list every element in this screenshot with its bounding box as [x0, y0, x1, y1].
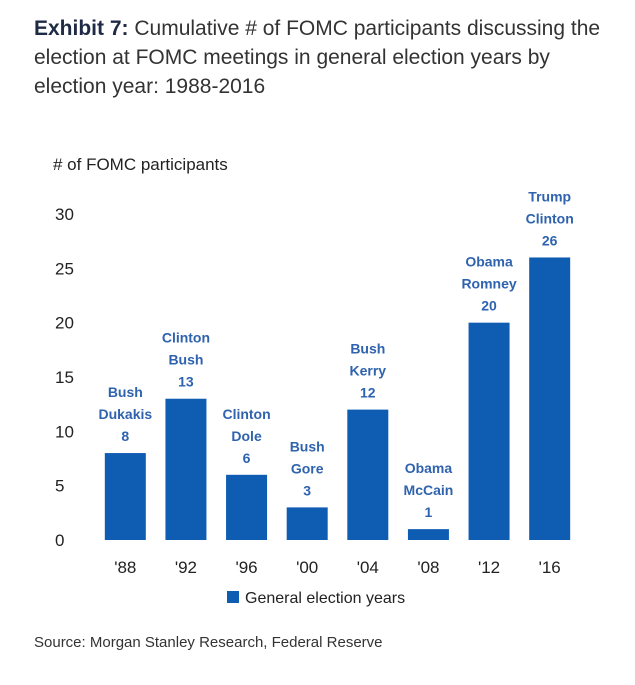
exhibit-label: Exhibit 7:: [34, 17, 129, 40]
bar: [104, 453, 146, 540]
candidate-label: McCain: [404, 482, 454, 498]
candidate-label: Clinton: [526, 210, 574, 226]
y-tick-label: 15: [55, 368, 74, 387]
bar-value-label: 12: [360, 385, 376, 401]
y-tick-label: 20: [55, 314, 74, 333]
bar: [226, 474, 268, 540]
bar: [468, 322, 510, 540]
bar-value-label: 6: [243, 450, 251, 466]
candidate-label: Bush: [168, 352, 203, 368]
x-tick-label: '12: [478, 558, 500, 577]
x-axis-ticks: '88 '92 '96 '00 '04 '08 '12 '16: [114, 558, 561, 577]
legend: General election years: [227, 590, 405, 607]
bar: [286, 507, 328, 540]
bar-value-label: 3: [303, 482, 311, 498]
candidate-label: Dukakis: [98, 406, 152, 422]
x-tick-label: '96: [235, 558, 257, 577]
bar-value-label: 8: [121, 428, 129, 444]
bars: 8 Bush Dukakis 13 Clinton Bush 6 Clinton Dole 3 Bu…: [98, 188, 574, 540]
bar-value-label: 1: [425, 504, 433, 520]
source-note: Source: Morgan Stanley Research, Federal…: [34, 634, 383, 651]
candidate-label: Romney: [461, 276, 516, 292]
candidate-label: Clinton: [222, 406, 270, 422]
candidate-label: Obama: [405, 460, 453, 476]
candidate-label: Bush: [350, 341, 385, 357]
bar: [165, 398, 207, 540]
y-tick-label: 25: [55, 259, 74, 278]
chart-title: Exhibit 7: Cumulative # of FOMC particip…: [34, 14, 614, 101]
x-tick-label: '08: [417, 558, 439, 577]
legend-label: General election years: [245, 590, 405, 607]
bar: [529, 257, 571, 540]
bar-value-label: 13: [178, 374, 194, 390]
y-axis-label: # of FOMC participants: [53, 155, 228, 174]
x-tick-label: '00: [296, 558, 318, 577]
title-text: Cumulative # of FOMC participants discus…: [34, 17, 601, 98]
bar: [407, 529, 449, 540]
x-tick-label: '88: [114, 558, 136, 577]
bar-value-label: 26: [542, 232, 558, 248]
x-tick-label: '92: [175, 558, 197, 577]
candidate-label: Clinton: [162, 330, 210, 346]
bar-chart: # of FOMC participants 0 5 10 15 20 25 30 8 Bus…: [53, 155, 574, 607]
x-tick-label: '04: [357, 558, 379, 577]
candidate-label: Dole: [231, 428, 262, 444]
y-tick-label: 0: [55, 531, 64, 550]
candidate-label: Bush: [108, 384, 143, 400]
y-tick-label: 5: [55, 477, 64, 496]
candidate-label: Bush: [290, 438, 325, 454]
bar-value-label: 20: [481, 298, 497, 314]
y-tick-label: 10: [55, 422, 74, 441]
candidate-label: Kerry: [350, 363, 387, 379]
legend-swatch: [227, 591, 239, 603]
x-tick-label: '16: [539, 558, 561, 577]
candidate-label: Trump: [528, 188, 571, 204]
candidate-label: Gore: [291, 460, 324, 476]
bar: [347, 409, 389, 540]
y-axis-ticks: 0 5 10 15 20 25 30: [55, 205, 74, 550]
candidate-label: Obama: [465, 254, 513, 270]
y-tick-label: 30: [55, 205, 74, 224]
